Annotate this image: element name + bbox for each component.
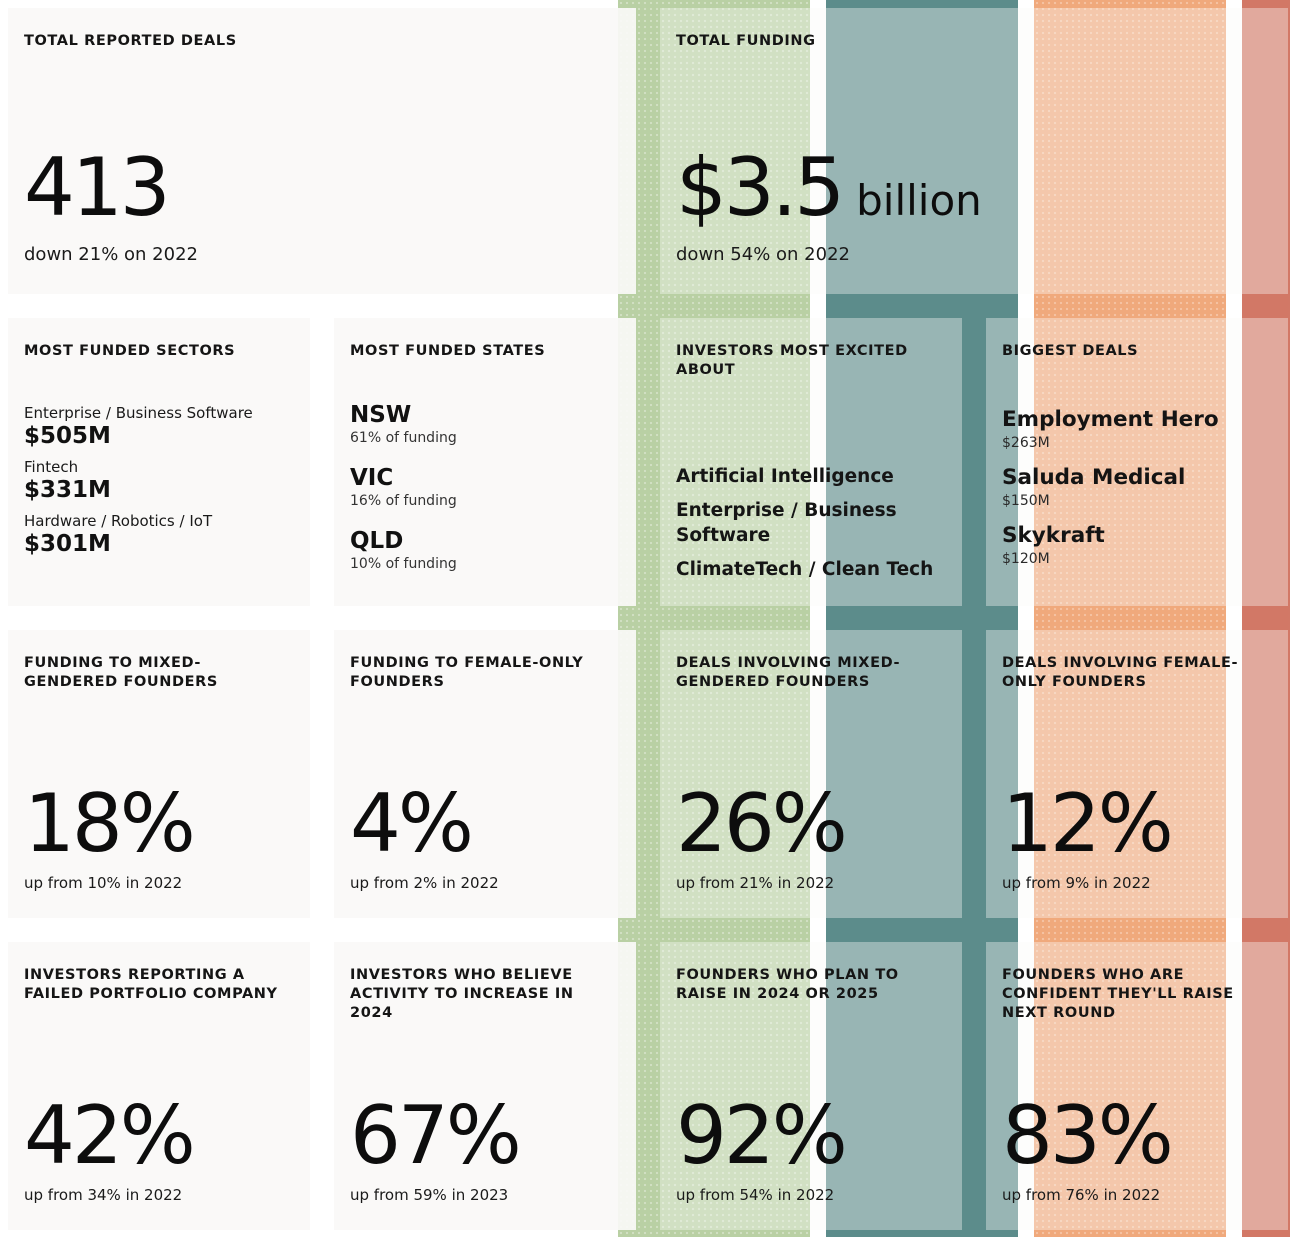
total-funding-change: down 54% on 2022: [676, 244, 850, 265]
teal-stripe: [826, 0, 1018, 1237]
states-label: MOST FUNDED STATES: [350, 343, 546, 359]
biggest-deals-label: BIGGEST DEALS: [1002, 343, 1139, 359]
stat-value: 67%: [350, 1089, 522, 1182]
excited-list: Artificial Intelligence Enterprise / Bus…: [676, 464, 950, 591]
sector-name: Fintech: [24, 458, 79, 476]
total-deals-label: TOTAL REPORTED DEALS: [24, 33, 237, 49]
deal-amount: $120M: [1002, 551, 1050, 567]
deal-name: Saluda Medical: [1002, 465, 1186, 490]
deal-amount: $150M: [1002, 493, 1050, 509]
excited-item: ClimateTech / Clean Tech: [676, 559, 934, 580]
stat-change: up from 59% in 2023: [350, 1186, 509, 1204]
stat-value: 12%: [1002, 777, 1174, 870]
sectors-list: Enterprise / Business Software $505M Fin…: [24, 404, 298, 566]
stat-change: up from 21% in 2022: [676, 874, 835, 892]
biggest-deals-card: BIGGEST DEALS Employment Hero $263M Salu…: [986, 318, 1288, 606]
sectors-label: MOST FUNDED SECTORS: [24, 343, 236, 359]
sector-amount: $301M: [24, 531, 111, 557]
state-share: 61% of funding: [350, 430, 457, 446]
stat-label: INVESTORS REPORTING A FAILED PORTFOLIO C…: [24, 967, 278, 1002]
total-funding-label: TOTAL FUNDING: [676, 33, 816, 49]
stat-value: 42%: [24, 1089, 196, 1182]
excited-label: INVESTORS MOST EXCITED ABOUT: [676, 343, 908, 378]
stat-label: DEALS INVOLVING MIXED-GENDERED FOUNDERS: [676, 655, 901, 690]
stat-card: FOUNDERS WHO PLAN TO RAISE IN 2024 OR 20…: [660, 942, 962, 1230]
stat-card: INVESTORS REPORTING A FAILED PORTFOLIO C…: [8, 942, 310, 1230]
total-funding-value: $3.5: [676, 141, 845, 234]
state-name: VIC: [350, 465, 394, 491]
total-deals-card: TOTAL REPORTED DEALS 413 down 21% on 202…: [8, 8, 636, 294]
stat-value: 83%: [1002, 1089, 1174, 1182]
stat-value: 18%: [24, 777, 196, 870]
stat-value: 26%: [676, 777, 848, 870]
stat-card: DEALS INVOLVING FEMALE-ONLY FOUNDERS 12%…: [986, 630, 1288, 918]
stat-label: FUNDING TO MIXED-GENDERED FOUNDERS: [24, 655, 218, 690]
sectors-card: MOST FUNDED SECTORS Enterprise / Busines…: [8, 318, 310, 606]
stat-change: up from 10% in 2022: [24, 874, 183, 892]
stat-card: DEALS INVOLVING MIXED-GENDERED FOUNDERS …: [660, 630, 962, 918]
excited-card: INVESTORS MOST EXCITED ABOUT Artificial …: [660, 318, 962, 606]
state-share: 16% of funding: [350, 493, 457, 509]
red-stripe: [1242, 0, 1290, 1237]
total-funding-amount: $3.5 billion: [676, 148, 982, 241]
deal-amount: $263M: [1002, 435, 1050, 451]
stat-change: up from 9% in 2022: [1002, 874, 1151, 892]
orange-stripe: [1034, 0, 1226, 1237]
excited-item: Artificial Intelligence: [676, 466, 894, 487]
stat-label: INVESTORS WHO BELIEVE ACTIVITY TO INCREA…: [350, 967, 574, 1021]
stat-value: 4%: [350, 777, 474, 870]
sector-name: Enterprise / Business Software: [24, 404, 253, 422]
biggest-deals-list: Employment Hero $263M Saluda Medical $15…: [1002, 406, 1276, 580]
state-name: NSW: [350, 402, 412, 428]
total-funding-unit: billion: [856, 176, 982, 225]
state-name: QLD: [350, 528, 404, 554]
stat-change: up from 76% in 2022: [1002, 1186, 1161, 1204]
stat-card: FOUNDERS WHO ARE CONFIDENT THEY'LL RAISE…: [986, 942, 1288, 1230]
stat-label: FOUNDERS WHO PLAN TO RAISE IN 2024 OR 20…: [676, 967, 899, 1002]
total-deals-value: 413: [24, 141, 171, 234]
stat-change: up from 54% in 2022: [676, 1186, 835, 1204]
total-funding-card: TOTAL FUNDING $3.5 billion down 54% on 20…: [660, 8, 1288, 294]
stat-label: FUNDING TO FEMALE-ONLY FOUNDERS: [350, 655, 584, 690]
stat-value: 92%: [676, 1089, 848, 1182]
excited-item: Enterprise / Business Software: [676, 500, 897, 546]
sector-name: Hardware / Robotics / IoT: [24, 512, 213, 530]
stat-card: FUNDING TO FEMALE-ONLY FOUNDERS 4% up fr…: [334, 630, 636, 918]
sector-amount: $505M: [24, 423, 111, 449]
stat-card: INVESTORS WHO BELIEVE ACTIVITY TO INCREA…: [334, 942, 636, 1230]
states-card: MOST FUNDED STATES NSW 61% of funding VI…: [334, 318, 636, 606]
green-stripe: [618, 0, 810, 1237]
state-share: 10% of funding: [350, 556, 457, 572]
stat-label: FOUNDERS WHO ARE CONFIDENT THEY'LL RAISE…: [1002, 967, 1234, 1021]
stat-label: DEALS INVOLVING FEMALE-ONLY FOUNDERS: [1002, 655, 1239, 690]
deal-name: Skykraft: [1002, 523, 1105, 548]
deal-name: Employment Hero: [1002, 407, 1219, 432]
stat-card: FUNDING TO MIXED-GENDERED FOUNDERS 18% u…: [8, 630, 310, 918]
sector-amount: $331M: [24, 477, 111, 503]
stat-change: up from 2% in 2022: [350, 874, 499, 892]
total-deals-change: down 21% on 2022: [24, 244, 198, 265]
states-list: NSW 61% of funding VIC 16% of funding QL…: [350, 402, 624, 591]
stat-change: up from 34% in 2022: [24, 1186, 183, 1204]
